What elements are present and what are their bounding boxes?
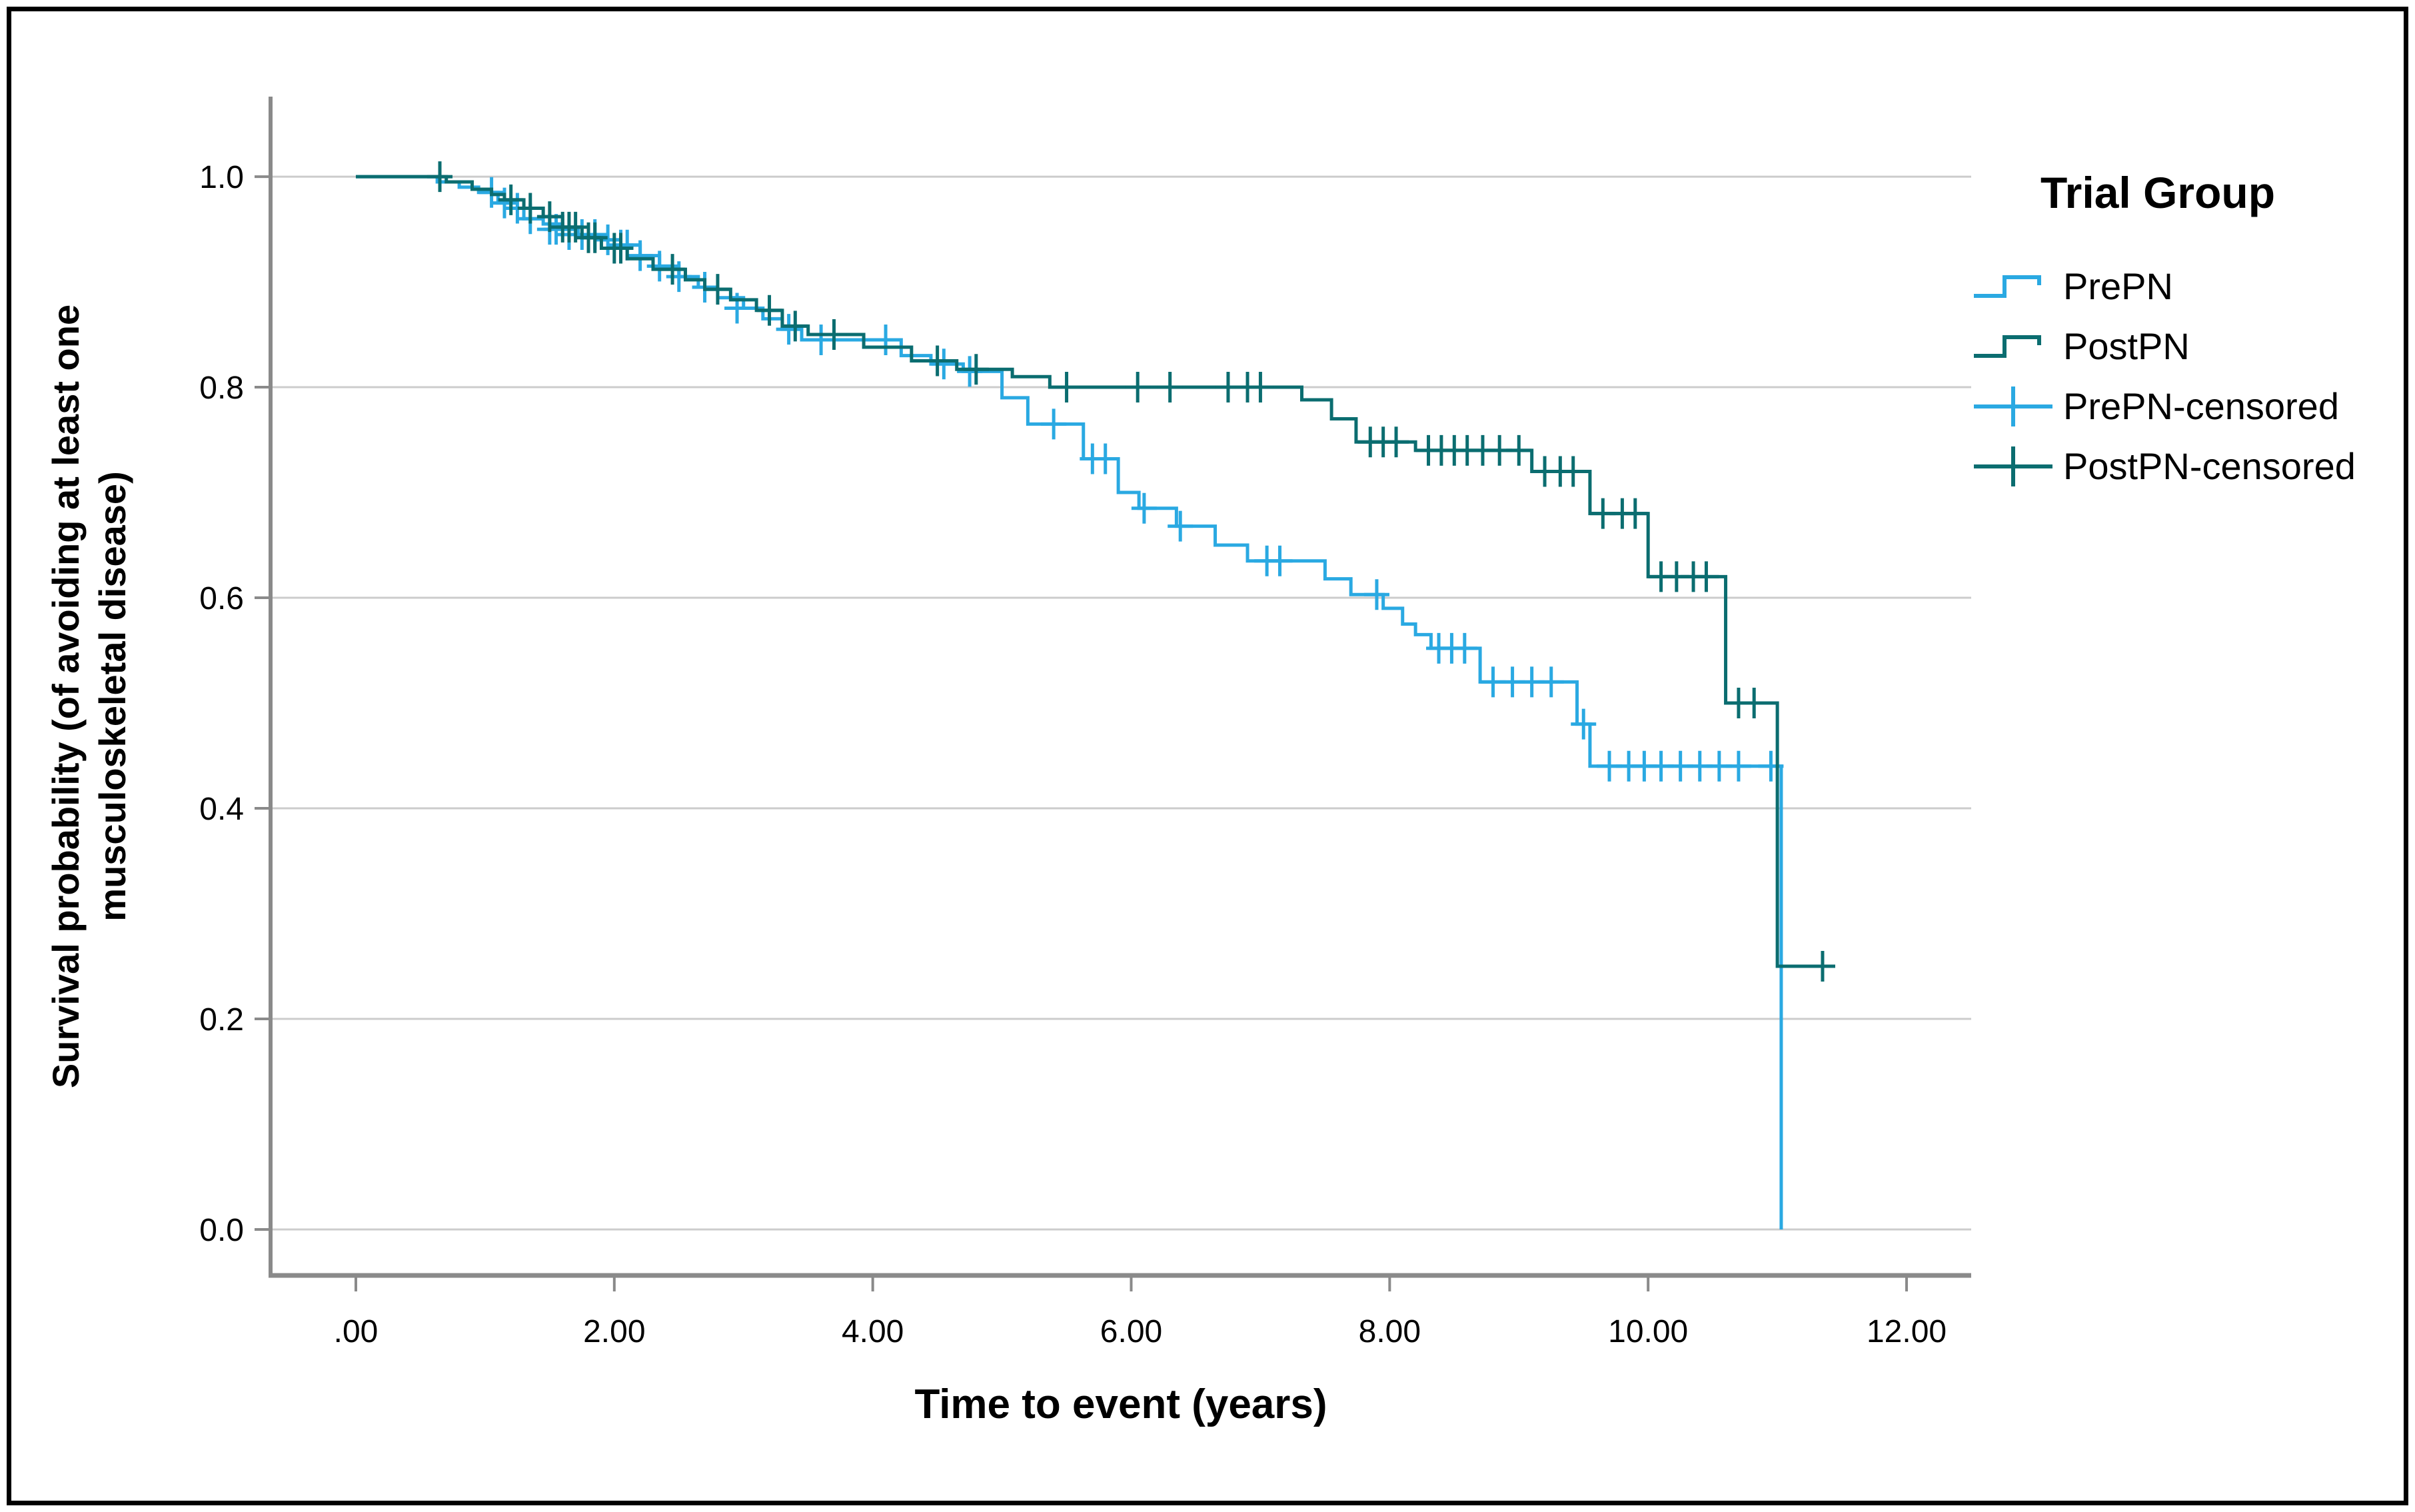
legend-entry-label: PostPN bbox=[2063, 325, 2190, 367]
x-tick-label: 12.00 bbox=[1867, 1314, 1947, 1349]
legend-step-line-icon bbox=[1974, 275, 2041, 298]
legend-entries: PrePN PostPN PrePN-censored PostPN-censored bbox=[1974, 265, 2356, 487]
legend-step-line-icon bbox=[1974, 335, 2041, 358]
censor-marks-PostPN bbox=[427, 161, 1835, 982]
series-line-PrePN bbox=[355, 175, 1783, 1229]
legend-entry-label: PostPN-censored bbox=[2063, 445, 2356, 487]
y-tick-label: 0.2 bbox=[199, 1002, 244, 1038]
axes bbox=[269, 97, 1971, 1278]
legend-entry: PostPN bbox=[1974, 325, 2190, 367]
x-axis-title: Time to event (years) bbox=[914, 1381, 1327, 1427]
legend-entry-label: PrePN-censored bbox=[2063, 385, 2339, 427]
x-tick-label: 2.00 bbox=[583, 1314, 645, 1349]
legend-entry: PostPN-censored bbox=[1974, 445, 2356, 487]
gridlines bbox=[271, 175, 1971, 1231]
y-tick-label: 0.4 bbox=[199, 792, 244, 827]
legend-entry: PrePN-censored bbox=[1974, 385, 2339, 427]
legend-entry-label: PrePN bbox=[2063, 265, 2173, 307]
survival-curves bbox=[355, 161, 1835, 1229]
x-tick-label: .00 bbox=[334, 1314, 379, 1349]
legend-title: Trial Group bbox=[2040, 168, 2275, 217]
y-axis-title-line2: musculoskeletal disease) bbox=[91, 471, 133, 921]
x-tick-label: 8.00 bbox=[1359, 1314, 1421, 1349]
axis-tick-labels: 1.0 0.8 0.6 0.4 0.2 0.0 .00 2.00 4.00 6.00 8.00 10.… bbox=[199, 160, 1947, 1349]
x-tick-label: 4.00 bbox=[842, 1314, 904, 1349]
legend-entry: PrePN bbox=[1974, 265, 2173, 307]
y-tick-label: 0.8 bbox=[199, 371, 244, 406]
figure-border bbox=[7, 7, 2408, 1505]
x-tick-label: 10.00 bbox=[1608, 1314, 1688, 1349]
series-line-PostPN bbox=[355, 175, 1832, 968]
axis-ticks bbox=[255, 175, 1909, 1291]
y-tick-label: 1.0 bbox=[199, 160, 244, 195]
y-tick-label: 0.0 bbox=[199, 1213, 244, 1248]
y-tick-label: 0.6 bbox=[199, 581, 244, 616]
y-axis-title-line1: Survival probability (of avoiding at lea… bbox=[45, 305, 87, 1088]
x-tick-label: 6.00 bbox=[1100, 1314, 1162, 1349]
